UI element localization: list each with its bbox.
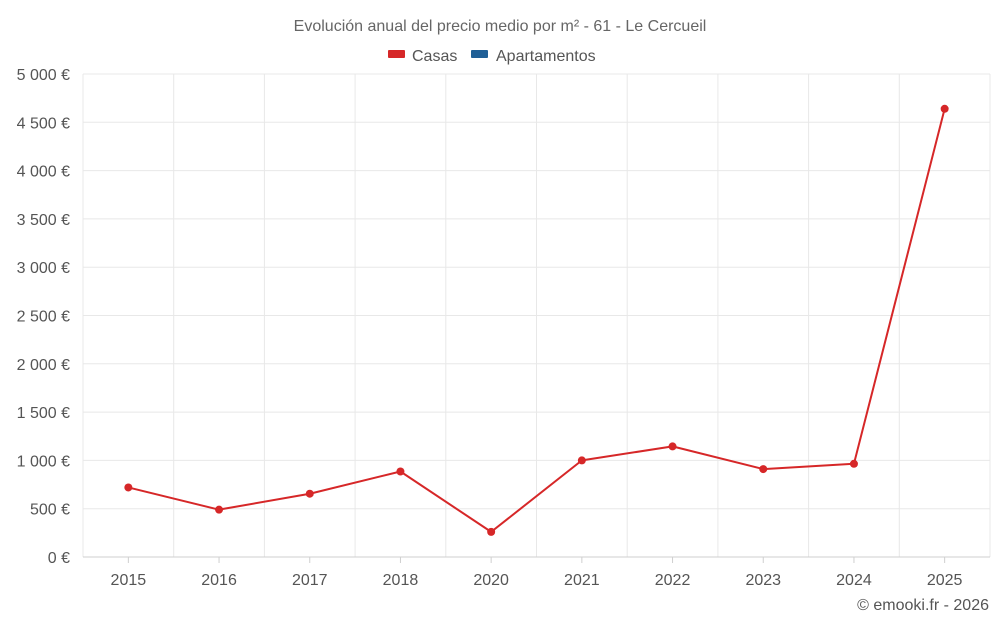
x-tick-label: 2025 — [927, 572, 963, 589]
chart-title: Evolución anual del precio medio por m² … — [294, 18, 707, 35]
x-tick-label: 2016 — [201, 572, 237, 589]
x-tick-label: 2022 — [655, 572, 691, 589]
data-point-2025[interactable] — [940, 104, 949, 113]
data-point-2022[interactable] — [668, 442, 677, 451]
data-point-2024[interactable] — [849, 459, 858, 468]
x-tick-label: 2021 — [564, 572, 600, 589]
series-casas — [124, 104, 949, 536]
data-point-2023[interactable] — [759, 465, 768, 474]
y-tick-label: 5 000 € — [17, 67, 70, 84]
legend-swatch-casas — [388, 50, 405, 58]
y-tick-label: 3 000 € — [17, 260, 70, 277]
y-tick-label: 500 € — [30, 502, 70, 519]
legend: Casas Apartamentos — [388, 48, 596, 65]
data-point-2018[interactable] — [396, 467, 405, 476]
x-tick-label: 2020 — [473, 572, 509, 589]
y-tick-label: 0 € — [48, 550, 70, 567]
gridlines — [82, 73, 991, 557]
data-point-2017[interactable] — [305, 489, 314, 498]
data-point-2021[interactable] — [577, 456, 586, 465]
x-tick-label: 2023 — [745, 572, 781, 589]
x-tick-label: 2024 — [836, 572, 872, 589]
legend-swatch-apartamentos — [471, 50, 488, 58]
data-point-2020[interactable] — [487, 527, 496, 536]
series-line-casas — [128, 108, 946, 533]
credit-text: © emooki.fr - 2026 — [857, 597, 989, 614]
y-tick-label: 1 000 € — [17, 453, 70, 470]
y-tick-label: 1 500 € — [17, 405, 70, 422]
x-tick-label: 2015 — [111, 572, 147, 589]
y-tick-label: 2 500 € — [17, 309, 70, 326]
x-tick-label: 2017 — [292, 572, 328, 589]
x-tick-label: 2018 — [383, 572, 419, 589]
legend-label-apartamentos[interactable]: Apartamentos — [496, 48, 596, 65]
y-tick-label: 4 500 € — [17, 115, 70, 132]
x-axis: 2015 2016 2017 2018 2020 2021 2022 2023 2024 2025 — [83, 556, 990, 589]
y-axis: 0 € 500 € 1 000 € 1 500 € 2 000 € 2 500 € 3 00… — [17, 67, 70, 567]
data-point-2015[interactable] — [124, 483, 133, 492]
y-tick-label: 3 500 € — [17, 212, 70, 229]
y-tick-label: 2 000 € — [17, 357, 70, 374]
data-point-2016[interactable] — [215, 505, 224, 514]
legend-label-casas[interactable]: Casas — [412, 48, 457, 65]
y-tick-label: 4 000 € — [17, 164, 70, 181]
